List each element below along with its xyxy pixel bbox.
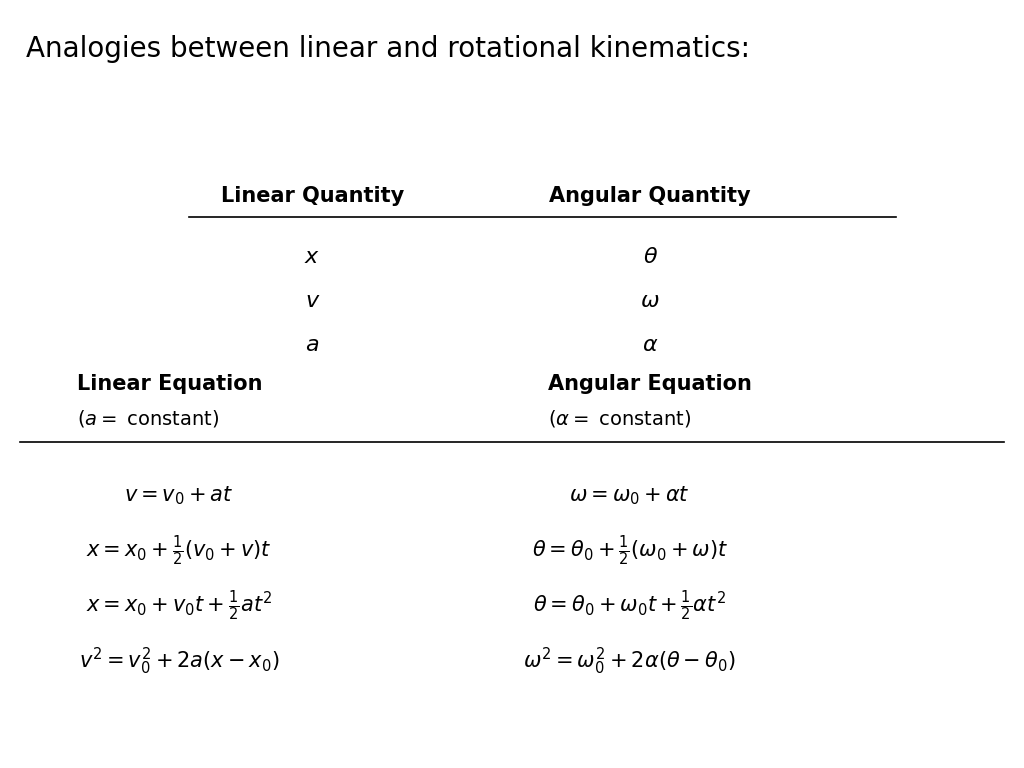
Text: Linear Equation: Linear Equation xyxy=(77,374,262,394)
Text: Angular Equation: Angular Equation xyxy=(548,374,752,394)
Text: $x = x_0 + v_0 t + \frac{1}{2}at^2$: $x = x_0 + v_0 t + \frac{1}{2}at^2$ xyxy=(86,589,272,623)
Text: $v = v_0 + at$: $v = v_0 + at$ xyxy=(125,484,233,507)
Text: $\alpha$: $\alpha$ xyxy=(642,335,658,355)
Text: Angular Quantity: Angular Quantity xyxy=(550,186,751,206)
Text: $x$: $x$ xyxy=(304,247,321,267)
Text: $\theta = \theta_0 + \frac{1}{2}(\omega_0 + \omega)t$: $\theta = \theta_0 + \frac{1}{2}(\omega_… xyxy=(531,534,728,568)
Text: Linear Quantity: Linear Quantity xyxy=(221,186,403,206)
Text: $v^2 = v_0^2 + 2a(x - x_0)$: $v^2 = v_0^2 + 2a(x - x_0)$ xyxy=(79,646,280,677)
Text: $(\alpha =$ constant$)$: $(\alpha =$ constant$)$ xyxy=(548,408,691,429)
Text: $a$: $a$ xyxy=(305,335,319,355)
Text: $\theta$: $\theta$ xyxy=(643,247,657,267)
Text: $\theta = \theta_0 + \omega_0 t + \frac{1}{2}\alpha t^2$: $\theta = \theta_0 + \omega_0 t + \frac{… xyxy=(534,589,726,623)
Text: $\omega$: $\omega$ xyxy=(640,291,660,311)
Text: $(a =$ constant$)$: $(a =$ constant$)$ xyxy=(77,408,219,429)
Text: $\omega^2 = \omega_0^2 + 2\alpha(\theta - \theta_0)$: $\omega^2 = \omega_0^2 + 2\alpha(\theta … xyxy=(523,646,736,677)
Text: Analogies between linear and rotational kinematics:: Analogies between linear and rotational … xyxy=(26,35,750,62)
Text: $v$: $v$ xyxy=(304,291,321,311)
Text: $x = x_0 + \frac{1}{2}(v_0 + v)t$: $x = x_0 + \frac{1}{2}(v_0 + v)t$ xyxy=(86,534,272,568)
Text: $\omega = \omega_0 + \alpha t$: $\omega = \omega_0 + \alpha t$ xyxy=(569,484,690,507)
